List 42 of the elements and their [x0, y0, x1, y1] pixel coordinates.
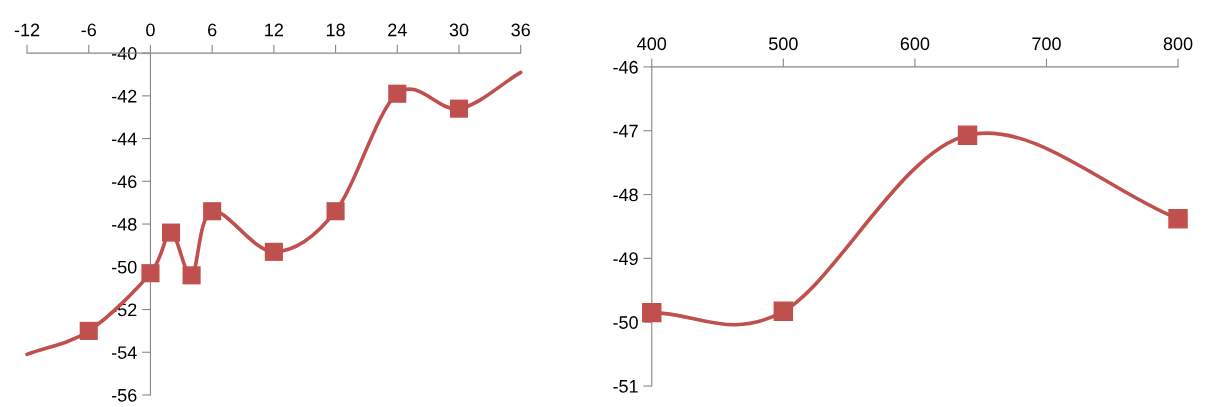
point [326, 202, 345, 221]
x-tick-label: -6 [81, 23, 96, 37]
x-tick-label: 400 [637, 37, 667, 51]
x-tick-label: 36 [511, 23, 530, 37]
y-tick-label: -48 [111, 217, 137, 231]
y-tick-label: -49 [613, 252, 638, 266]
y-tick-label: -46 [613, 60, 638, 74]
y-tick-label: -48 [613, 188, 638, 202]
x-tick-label: 700 [1032, 37, 1061, 51]
y-tick-label: -40 [111, 47, 137, 60]
point [1168, 209, 1188, 229]
point [388, 84, 407, 103]
point [182, 266, 201, 285]
y-tick-label: -50 [613, 316, 638, 329]
x-tick-label: 600 [900, 37, 930, 51]
point [161, 223, 181, 242]
point [203, 202, 222, 221]
y-tick-label: -46 [111, 175, 137, 189]
x-tick-label: 12 [265, 23, 283, 37]
y-tick-label: -56 [111, 388, 137, 402]
y-tick-label: -54 [111, 346, 137, 359]
point [79, 321, 98, 340]
x-tick-label: 30 [449, 23, 469, 37]
x-tick-label: 18 [326, 23, 345, 37]
point [957, 125, 978, 145]
x-tick-label: -12 [14, 23, 40, 37]
point [642, 302, 662, 323]
x-tick-label: 0 [146, 23, 155, 37]
y-tick-label: -47 [613, 124, 638, 138]
x-tick-label: 800 [1163, 37, 1193, 51]
line-series [25, 70, 523, 357]
x-tick-label: 24 [388, 23, 407, 37]
point [449, 99, 469, 118]
y-tick-label: -42 [111, 89, 137, 103]
point [141, 264, 160, 283]
y-tick-label: -51 [613, 380, 638, 393]
y-tick-label: -44 [111, 132, 137, 146]
x-tick-label: 500 [769, 37, 798, 51]
y-tick-label: -50 [111, 260, 137, 274]
x-tick-label: 6 [208, 23, 217, 37]
point [773, 301, 794, 322]
point [264, 242, 283, 261]
